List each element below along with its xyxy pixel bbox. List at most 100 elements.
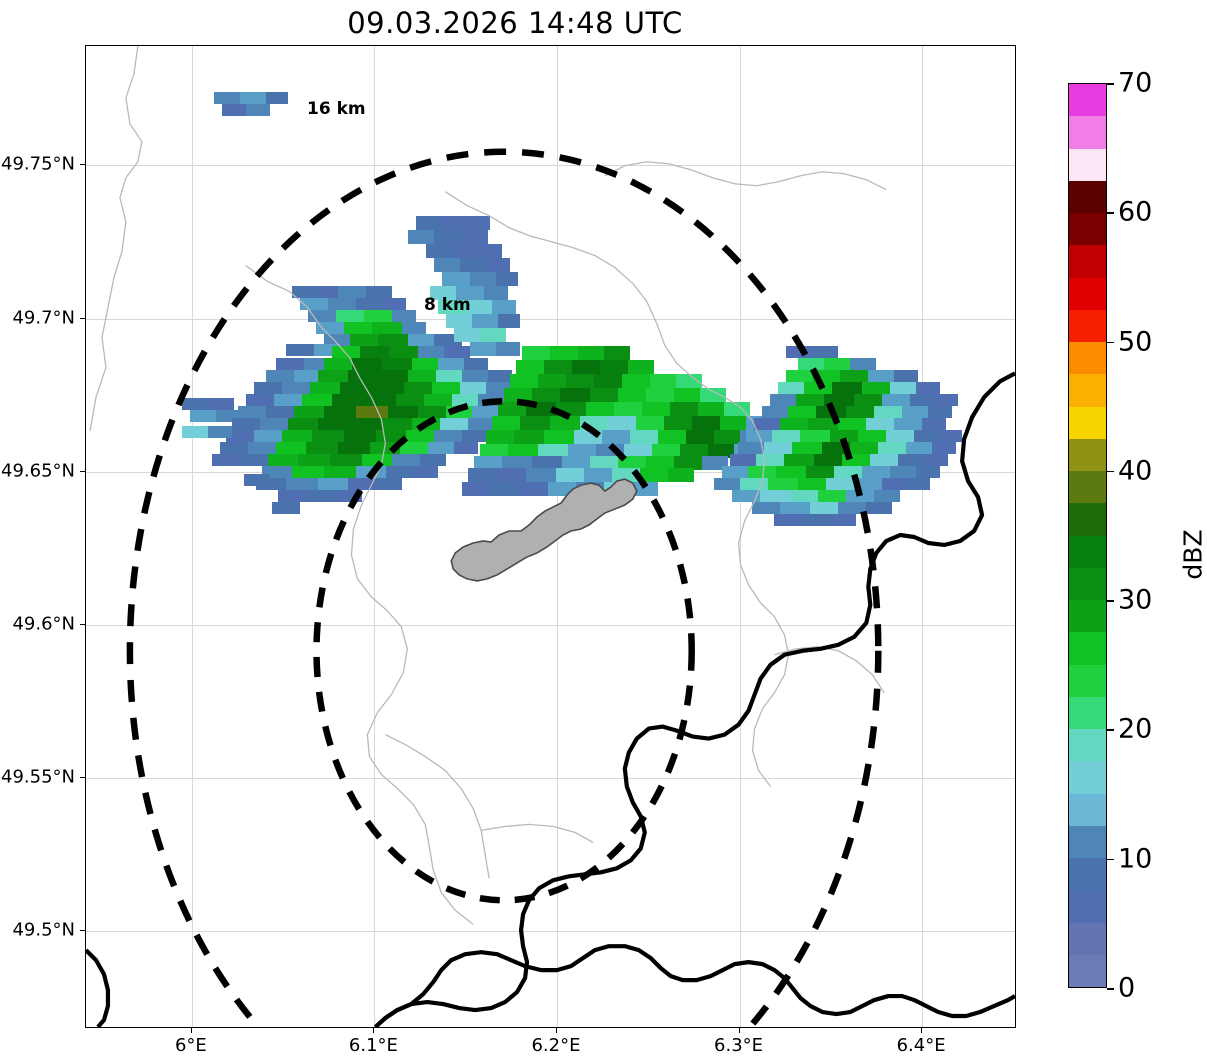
radar-cell (470, 342, 496, 356)
radar-cell (456, 286, 484, 300)
radar-cell (618, 456, 646, 470)
radar-cell (430, 286, 456, 300)
radar-cell (670, 402, 698, 416)
radar-cell (674, 388, 700, 402)
radar-cell (372, 322, 402, 334)
radar-cell (392, 454, 420, 466)
radar-cell (440, 418, 468, 430)
radar-cell (468, 418, 492, 430)
colorbar-band (1069, 632, 1106, 665)
radar-cell (700, 388, 726, 402)
radar-cell (408, 334, 434, 346)
radar-cell (214, 92, 240, 104)
radar-cell (680, 444, 708, 458)
radar-cell (418, 346, 444, 358)
radar-cell (302, 394, 332, 406)
colorbar-band (1069, 567, 1106, 600)
radar-cell (846, 406, 874, 418)
radar-cell (434, 230, 462, 244)
x-tickmark (555, 1028, 557, 1033)
radar-cell (624, 444, 652, 458)
radar-cell (484, 286, 508, 300)
x-tick-label: 6.3°E (714, 1035, 764, 1056)
colorbar-band (1069, 793, 1106, 826)
radar-cell (894, 418, 922, 430)
radar-cell (420, 454, 446, 466)
radar-cell (498, 402, 526, 416)
x-tickmark (373, 1028, 375, 1033)
radar-cell (568, 444, 596, 458)
gridline-horizontal (86, 931, 1015, 932)
radar-cell (798, 358, 824, 370)
x-tickmark (921, 1028, 923, 1033)
y-tickmark (80, 930, 85, 931)
radar-cell (928, 406, 952, 418)
radar-cell (882, 478, 908, 490)
radar-cell (294, 406, 324, 418)
radar-cell (720, 416, 746, 430)
radar-cell (318, 478, 348, 490)
radar-cell (288, 418, 318, 430)
radar-cell (724, 402, 750, 416)
map-axes[interactable] (85, 45, 1016, 1028)
radar-cell (792, 442, 822, 454)
lake-polygon (450, 478, 638, 582)
radar-cell (388, 406, 418, 418)
radar-cell (658, 430, 686, 444)
x-tick-label: 6°E (174, 1035, 207, 1056)
colorbar-band (1069, 213, 1106, 246)
radar-cell (316, 322, 344, 334)
page-title: 09.03.2026 14:48 UTC (347, 6, 683, 40)
radar-cell (940, 430, 962, 442)
radar-cell (632, 482, 658, 496)
colorbar-band (1069, 245, 1106, 278)
radar-cell (708, 444, 734, 458)
radar-cell (878, 442, 906, 454)
colorbar-tick-label: 20 (1118, 713, 1153, 745)
radar-cell (924, 454, 948, 466)
radar-cell (642, 402, 670, 416)
radar-cell (830, 514, 856, 526)
colorbar-band (1069, 374, 1106, 407)
radar-cell (344, 430, 376, 442)
radar-cell (714, 478, 740, 490)
colorbar-band (1069, 954, 1106, 987)
radar-cell (604, 346, 630, 360)
radar-cell (378, 334, 408, 346)
radar-cell (868, 370, 894, 382)
radar-cell (732, 490, 760, 502)
radar-cell (786, 370, 812, 382)
radar-cell (282, 430, 312, 442)
radar-cell (386, 466, 414, 478)
radar-cell (372, 382, 404, 394)
radar-cell (332, 346, 360, 358)
gridline-horizontal (86, 777, 1015, 779)
radar-cell (784, 454, 814, 466)
gridline-horizontal (86, 165, 1015, 167)
radar-cell (382, 418, 412, 430)
colorbar-band (1069, 180, 1106, 213)
range-ring-label-8km: 8 km (424, 295, 471, 315)
radar-cell (330, 454, 362, 466)
radar-cell (748, 466, 776, 478)
radar-cell (538, 444, 568, 458)
colorbar-band (1069, 858, 1106, 891)
colorbar-band (1069, 309, 1106, 342)
radar-cell (318, 370, 348, 382)
radar-cell (914, 430, 940, 442)
admin-boundaries-layer (89, 46, 887, 925)
radar-cell (338, 286, 366, 298)
radar-cell (668, 468, 694, 482)
colorbar[interactable]: 0 10 20 30 40 50 60 70 (1068, 68, 1152, 1004)
radar-cell (392, 310, 416, 322)
radar-cell (240, 92, 266, 104)
radar-cell (560, 388, 590, 402)
radar-cell (722, 466, 748, 478)
radar-cell (402, 322, 426, 334)
radar-cell (522, 346, 550, 360)
radar-cell (614, 402, 642, 416)
radar-cell (276, 358, 304, 370)
radar-cell (366, 286, 392, 298)
radar-cell (692, 416, 720, 430)
radar-cell (260, 418, 288, 430)
